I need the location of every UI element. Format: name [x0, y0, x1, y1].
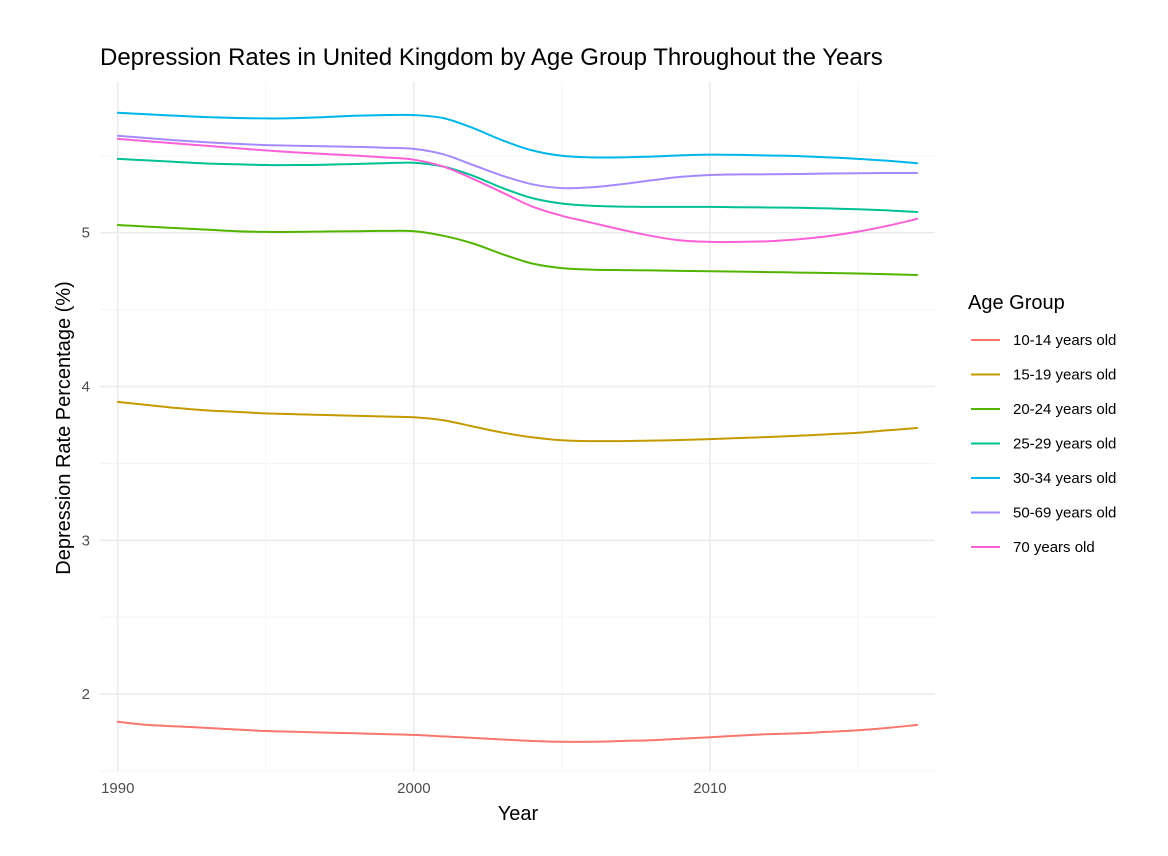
x-axis-title: Year: [498, 803, 539, 825]
y-tick-labels: 2 3 4 5: [82, 225, 90, 703]
y-tick-label: 4: [82, 379, 90, 396]
series-line: [116, 224, 919, 276]
y-tick-label: 2: [82, 686, 90, 703]
legend-title: Age Group: [968, 292, 1065, 314]
series-line: [116, 134, 919, 190]
legend-items: 10-14 years old 15-19 years old 20-24 year…: [971, 332, 1116, 556]
legend-label: 50-69 years old: [1013, 505, 1116, 522]
series-line: [116, 137, 919, 244]
legend-label: 30-34 years old: [1013, 470, 1116, 487]
legend-label: 25-29 years old: [1013, 436, 1116, 453]
series-lines: [116, 111, 919, 743]
x-tick-label: 2010: [693, 780, 726, 797]
chart-title: Depression Rates in United Kingdom by Ag…: [100, 44, 883, 71]
y-tick-label: 5: [82, 225, 90, 242]
y-tick-label: 3: [82, 532, 90, 549]
grid: [100, 82, 935, 772]
legend-label: 20-24 years old: [1013, 401, 1116, 418]
legend-label: 10-14 years old: [1013, 332, 1116, 349]
legend-label: 70 years old: [1013, 539, 1095, 556]
series-line: [116, 157, 919, 213]
x-tick-label: 1990: [101, 780, 134, 797]
x-tick-labels: 1990 2000 2010: [101, 780, 727, 797]
y-axis-title: Depression Rate Percentage (%): [53, 281, 75, 574]
series-line: [116, 111, 919, 165]
x-tick-label: 2000: [397, 780, 430, 797]
series-line: [116, 720, 919, 743]
legend: Age Group 10-14 years old 15-19 years old…: [968, 292, 1116, 556]
legend-label: 15-19 years old: [1013, 367, 1116, 384]
series-line: [116, 400, 919, 443]
